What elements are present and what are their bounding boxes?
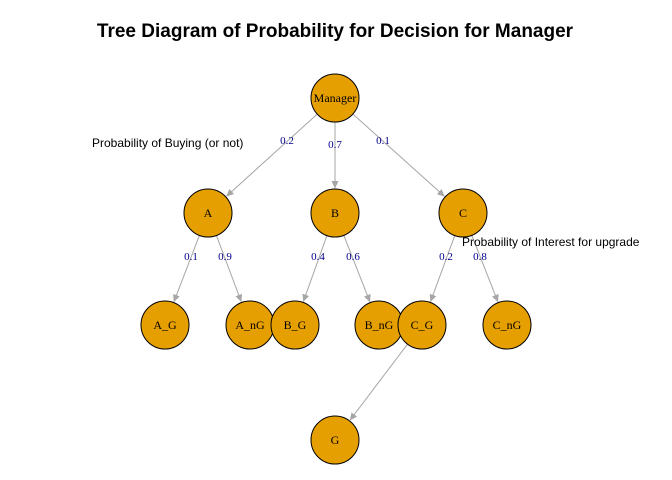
- node-circle-c-ng: [482, 300, 532, 350]
- node-label-c-ng: C_nG: [493, 318, 522, 332]
- edge-label-c-to-c-ng: 0.8: [473, 251, 487, 263]
- node-g: G: [310, 415, 360, 465]
- node-circle-c: [438, 188, 488, 238]
- node-label-b-ng: B_nG: [365, 318, 394, 332]
- edge-c-g-to-g: [349, 343, 408, 421]
- node-label-manager: Manager: [314, 91, 357, 105]
- node-circle-a: [183, 188, 233, 238]
- edge-c-to-c-ng: [471, 235, 499, 303]
- edge-c-to-c-g: [429, 235, 456, 302]
- node-label-a: A: [204, 206, 213, 220]
- node-a-g: A_G: [140, 300, 190, 350]
- annotation-upgrade: Probability of Interest for upgrade: [462, 235, 640, 249]
- node-label-a-ng: A_nG: [235, 318, 265, 332]
- node-b-ng: B_nG: [354, 300, 404, 350]
- edges-layer: 0.2 0.7 0.1 0.1 0.9 0.4 0.6 0.2 0.8: [173, 113, 499, 421]
- edge-label-manager-to-b: 0.7: [328, 139, 342, 151]
- edge-label-c-to-c-g: 0.2: [439, 251, 453, 263]
- edge-label-manager-to-a: 0.2: [280, 135, 294, 147]
- edge-label-a-to-a-ng: 0.9: [218, 251, 232, 263]
- edge-label-manager-to-c: 0.1: [376, 135, 390, 147]
- edge-a-to-a-g: [173, 235, 200, 303]
- edge-manager-to-c: [352, 113, 445, 197]
- node-circle-c-g: [397, 300, 447, 350]
- node-label-b-g: B_G: [284, 318, 307, 332]
- node-b-g: B_G: [270, 300, 320, 350]
- edge-b-to-b-ng: [343, 235, 371, 303]
- node-a: A: [183, 188, 233, 238]
- node-c-ng: C_nG: [482, 300, 532, 350]
- node-circle-a-g: [140, 300, 190, 350]
- node-circle-b-g: [270, 300, 320, 350]
- node-label-c: C: [459, 206, 467, 220]
- node-c: C: [438, 188, 488, 238]
- annotation-buying: Probability of Buying (or not): [92, 136, 243, 150]
- node-label-b: B: [331, 206, 339, 220]
- node-circle-g: [310, 415, 360, 465]
- edge-label-b-to-b-ng: 0.6: [346, 251, 360, 263]
- node-label-g: G: [331, 433, 340, 447]
- node-manager: Manager: [310, 73, 360, 123]
- node-b: B: [310, 188, 360, 238]
- diagram-title: Tree Diagram of Probability for Decision…: [97, 21, 574, 42]
- node-a-ng: A_nG: [225, 300, 275, 350]
- edge-manager-to-a: [226, 113, 318, 197]
- edge-label-b-to-b-g: 0.4: [311, 251, 325, 263]
- node-label-a-g: A_G: [153, 318, 177, 332]
- node-circle-b: [310, 188, 360, 238]
- edge-b-to-b-g: [302, 235, 328, 302]
- edge-a-to-a-ng: [215, 235, 243, 303]
- node-c-g: C_G: [397, 300, 447, 350]
- node-circle-manager: [310, 73, 360, 123]
- nodes-layer: Manager A B C A_G A_nG B_G B_nG C_G C_nG G: [140, 73, 532, 465]
- node-label-c-g: C_G: [411, 318, 434, 332]
- edge-label-a-to-a-g: 0.1: [184, 251, 198, 263]
